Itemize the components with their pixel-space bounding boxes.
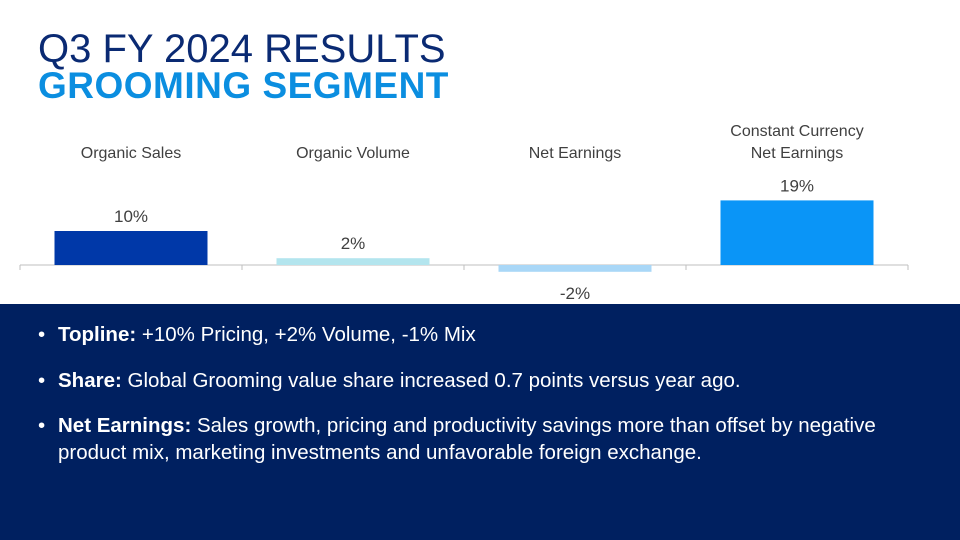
data-label-3: 19% bbox=[780, 176, 814, 195]
bullet-share: • Share: Global Grooming value share inc… bbox=[38, 367, 928, 394]
category-label-2: Net Earnings bbox=[529, 145, 622, 162]
bar-3 bbox=[720, 200, 874, 265]
bullet-share-heading: Share: bbox=[58, 369, 122, 392]
slide-subtitle: GROOMING SEGMENT bbox=[38, 65, 449, 106]
bullet-topline-text: +10% Pricing, +2% Volume, -1% Mix bbox=[136, 323, 476, 346]
category-label-0: Organic Sales bbox=[81, 145, 182, 162]
bar-1 bbox=[276, 258, 430, 265]
category-label-1: Organic Volume bbox=[296, 145, 410, 162]
results-bar-chart: 10% Organic Sales 2% Organic Volume -2% Net E… bbox=[19, 123, 909, 303]
bar-0 bbox=[54, 231, 208, 265]
bullet-topline-heading: Topline: bbox=[58, 323, 137, 346]
bullet-net-earnings-heading: Net Earnings: bbox=[58, 414, 192, 437]
data-label-2: -2% bbox=[560, 284, 590, 303]
data-label-1: 2% bbox=[341, 234, 366, 253]
data-label-0: 10% bbox=[114, 207, 148, 226]
bullet-net-earnings: • Net Earnings: Sales growth, pricing an… bbox=[38, 412, 928, 466]
bullet-marker: • bbox=[38, 323, 46, 346]
bullet-marker: • bbox=[38, 414, 46, 437]
slide-title: Q3 FY 2024 RESULTS bbox=[38, 27, 446, 71]
category-label-3: Constant Currency bbox=[730, 123, 863, 140]
bullet-share-text: Global Grooming value share increased 0.… bbox=[121, 369, 741, 392]
category-label-3: Net Earnings bbox=[751, 145, 844, 162]
commentary-panel: • Topline: +10% Pricing, +2% Volume, -1%… bbox=[0, 304, 960, 540]
bullet-topline: • Topline: +10% Pricing, +2% Volume, -1%… bbox=[38, 321, 928, 348]
bullet-net-earnings-text: Sales growth, pricing and productivity s… bbox=[58, 414, 876, 464]
bar-2 bbox=[498, 265, 652, 272]
bullet-marker: • bbox=[38, 369, 46, 392]
